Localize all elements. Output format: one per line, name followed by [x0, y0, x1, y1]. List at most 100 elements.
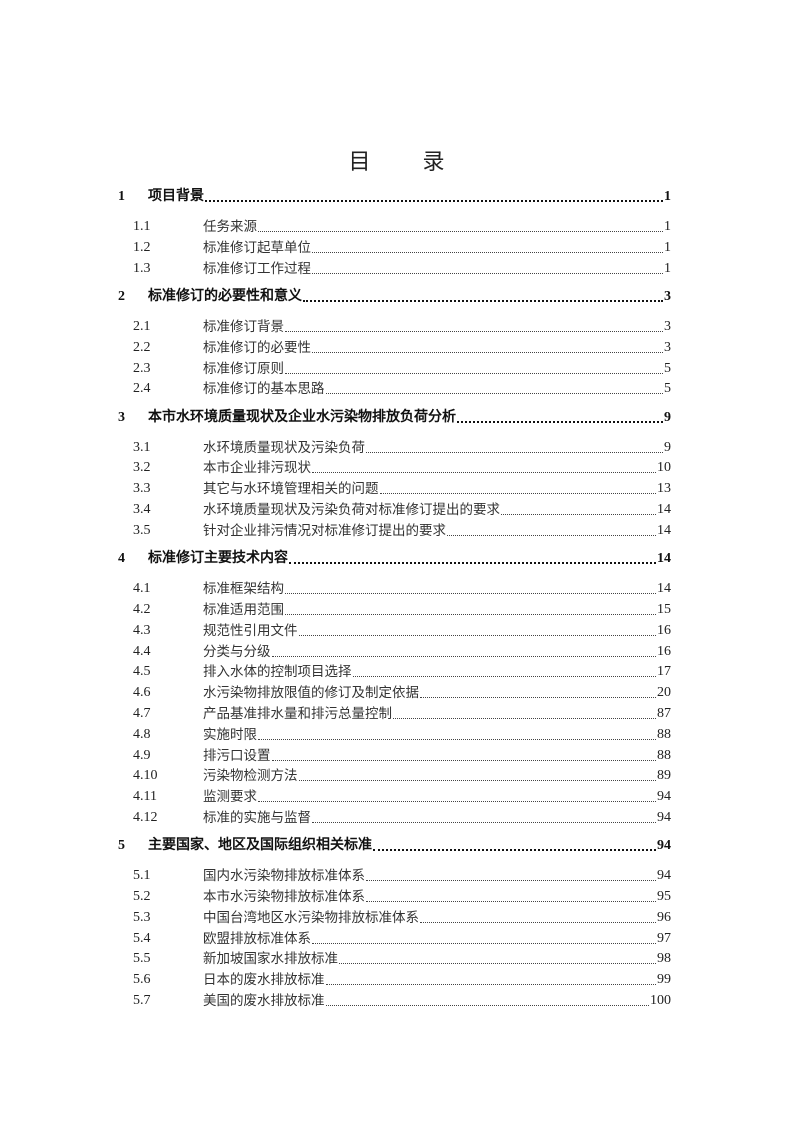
toc-number: 5.6	[133, 972, 151, 988]
dot-leader	[420, 696, 656, 699]
dot-leader	[312, 471, 656, 474]
dot-leader	[312, 251, 663, 253]
dot-leader	[285, 372, 663, 374]
title-char: 目	[348, 150, 371, 175]
toc-section-entry[interactable]: 4.10 污染物检测方法 89	[118, 765, 671, 785]
toc-number: 2	[118, 288, 125, 304]
toc-section-entry[interactable]: 2.1 标准修订背景 3	[118, 316, 671, 336]
toc-page-number: 14	[657, 581, 671, 597]
toc-number: 2.1	[133, 318, 151, 334]
dot-leader	[366, 879, 656, 882]
dot-leader	[379, 492, 656, 495]
toc-chapter-entry[interactable]: 1 项目背景 1	[118, 186, 671, 206]
toc-page-number: 1	[664, 239, 671, 255]
toc-section-entry[interactable]: 4.11 监测要求 94	[118, 786, 671, 806]
toc-section-entry[interactable]: 5.1 国内水污染物排放标准体系 94	[118, 865, 671, 885]
toc-page-number: 16	[657, 643, 671, 659]
toc-section-entry[interactable]: 3.3 其它与水环境管理相关的问题 13	[118, 478, 671, 498]
toc-section-entry[interactable]: 2.4 标准修订的基本思路 5	[118, 378, 671, 398]
toc-section-entry[interactable]: 1.2 标准修订起草单位 1	[118, 237, 671, 257]
toc-section-entry[interactable]: 4.9 排污口设置 88	[118, 745, 671, 765]
toc-chapter-entry[interactable]: 4 标准修订主要技术内容 14	[118, 548, 671, 568]
toc-number: 1	[118, 189, 125, 204]
toc-page-number: 89	[657, 768, 671, 784]
toc-number: 1.3	[133, 260, 151, 276]
toc-number: 5.3	[133, 909, 151, 925]
toc-number: 1.1	[133, 219, 151, 234]
toc-number: 2.3	[133, 360, 151, 376]
dot-leader	[312, 272, 663, 274]
dot-leader	[285, 613, 656, 615]
toc-page-number: 15	[657, 601, 671, 617]
dot-leader	[205, 199, 663, 202]
toc-page-number: 88	[657, 747, 671, 763]
toc-title: 标准修订起草单位	[203, 239, 311, 256]
toc-page-number: 5	[664, 360, 671, 376]
toc-number: 4.1	[133, 581, 151, 597]
toc-page-number: 17	[657, 664, 671, 680]
toc-section-entry[interactable]: 3.2 本市企业排污现状 10	[118, 457, 671, 477]
toc-section-entry[interactable]: 1.1 任务来源 1	[118, 216, 671, 236]
toc-section-entry[interactable]: 3.4 水环境质量现状及污染负荷对标准修订提出的要求 14	[118, 499, 671, 519]
toc-section-entry[interactable]: 4.2 标准适用范围 15	[118, 599, 671, 619]
toc-title: 针对企业排污情况对标准修订提出的要求	[203, 522, 446, 539]
toc-section-entry[interactable]: 4.1 标准框架结构 14	[118, 578, 671, 598]
toc-title: 水污染物排放限值的修订及制定依据	[203, 685, 419, 702]
toc-section-entry[interactable]: 5.6 日本的废水排放标准 99	[118, 969, 671, 989]
toc-chapter-entry[interactable]: 3 本市水环境质量现状及企业水污染物排放负荷分析 9	[118, 407, 671, 427]
toc-section-entry[interactable]: 5.2 本市水污染物排放标准体系 95	[118, 886, 671, 906]
toc-section-entry[interactable]: 5.4 欧盟排放标准体系 97	[118, 928, 671, 948]
dot-leader	[325, 983, 656, 986]
toc-section-entry[interactable]: 4.4 分类与分级 16	[118, 641, 671, 661]
dot-leader	[393, 717, 656, 719]
toc-page-number: 1	[664, 189, 671, 204]
toc-page-number: 9	[664, 439, 671, 455]
dot-leader	[447, 534, 656, 536]
toc-title: 污染物检测方法	[203, 768, 298, 785]
toc-page-number: 3	[664, 339, 671, 355]
toc-section-entry[interactable]: 3.1 水环境质量现状及污染负荷 9	[118, 437, 671, 457]
toc-number: 5.7	[133, 993, 151, 1008]
toc-section-entry[interactable]: 3.5 针对企业排污情况对标准修订提出的要求 14	[118, 520, 671, 540]
toc-number: 5.4	[133, 930, 151, 946]
toc-title: 其它与水环境管理相关的问题	[203, 481, 379, 498]
dot-leader	[366, 451, 663, 453]
toc-chapter-entry[interactable]: 5 主要国家、地区及国际组织相关标准 94	[118, 835, 671, 855]
toc-page-number: 3	[664, 318, 671, 334]
toc-section-entry[interactable]: 4.5 排入水体的控制项目选择 17	[118, 661, 671, 681]
toc-number: 5.5	[133, 951, 151, 967]
toc-title: 规范性引用文件	[203, 622, 298, 639]
toc-number: 3.2	[133, 460, 151, 476]
toc-title: 本市水环境质量现状及企业水污染物排放负荷分析	[148, 409, 456, 425]
toc-number: 5	[118, 838, 125, 854]
toc-section-entry[interactable]: 1.3 标准修订工作过程 1	[118, 258, 671, 278]
page-title: 目录	[0, 144, 793, 176]
toc-page-number: 3	[664, 288, 671, 304]
toc-number: 3	[118, 409, 125, 425]
toc-section-entry[interactable]: 4.7 产品基准排水量和排污总量控制 87	[118, 703, 671, 723]
toc-section-entry[interactable]: 5.5 新加坡国家水排放标准 98	[118, 948, 671, 968]
toc-page-number: 97	[657, 930, 671, 946]
toc-section-entry[interactable]: 5.3 中国台湾地区水污染物排放标准体系 96	[118, 907, 671, 927]
toc-number: 4.3	[133, 622, 151, 638]
toc-section-entry[interactable]: 5.7 美国的废水排放标准 100	[118, 990, 671, 1010]
toc-page-number: 14	[657, 502, 671, 517]
toc-title: 标准修订的必要性和意义	[148, 288, 302, 304]
toc-title: 水环境质量现状及污染负荷	[203, 439, 365, 456]
toc-section-entry[interactable]: 2.2 标准修订的必要性 3	[118, 337, 671, 357]
toc-title: 标准修订的基本思路	[203, 381, 325, 398]
toc-number: 4	[118, 551, 125, 567]
toc-section-entry[interactable]: 4.12 标准的实施与监督 94	[118, 807, 671, 827]
toc-title: 排入水体的控制项目选择	[203, 664, 352, 681]
toc-section-entry[interactable]: 4.3 规范性引用文件 16	[118, 620, 671, 640]
toc-section-entry[interactable]: 4.6 水污染物排放限值的修订及制定依据 20	[118, 682, 671, 702]
toc-title: 任务来源	[203, 219, 257, 235]
toc-chapter-entry[interactable]: 2 标准修订的必要性和意义 3	[118, 286, 671, 306]
toc-title: 标准的实施与监督	[203, 809, 311, 826]
dot-leader	[420, 921, 656, 923]
toc-title: 项目背景	[148, 189, 204, 204]
toc-section-entry[interactable]: 4.8 实施时限 88	[118, 724, 671, 744]
toc-title: 标准修订主要技术内容	[148, 551, 288, 567]
toc-page-number: 1	[664, 219, 671, 234]
toc-section-entry[interactable]: 2.3 标准修订原则 5	[118, 358, 671, 378]
